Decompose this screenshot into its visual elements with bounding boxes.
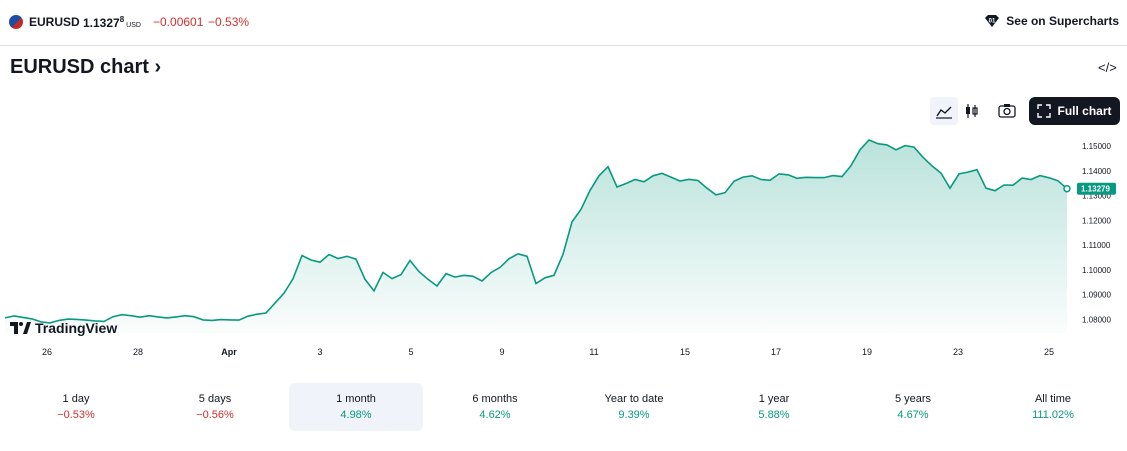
period-label: 1 month — [336, 393, 376, 405]
x-tick-label: 17 — [771, 347, 781, 357]
symbol-header: EURUSD 1.13278USD −0.00601 −0.53% 01 See… — [0, 0, 1127, 46]
period-label: 6 months — [472, 393, 518, 405]
period-tab[interactable]: 6 months 4.62% — [428, 383, 562, 431]
x-tick-label: Apr — [221, 347, 237, 357]
period-label: All time — [1034, 393, 1072, 405]
period-change: −0.53% — [57, 409, 95, 421]
price-main: 1.1327 — [83, 16, 120, 30]
period-tab[interactable]: 5 days −0.56% — [148, 383, 282, 431]
y-tick-label: 1.15000 — [1082, 142, 1111, 151]
period-label: 1 year — [758, 393, 790, 405]
period-change: 4.98% — [340, 409, 372, 421]
last-price-badge-label: 1.13279 — [1081, 185, 1110, 194]
period-tab[interactable]: All time 111.02% — [986, 383, 1120, 431]
period-label: Year to date — [604, 393, 664, 405]
x-tick-label: 28 — [133, 347, 143, 357]
price-change: −0.00601 — [153, 15, 204, 29]
x-tick-label: 11 — [589, 347, 598, 357]
price-chart[interactable]: 1.15000 1.14000 1.13000 1.12000 1.11000 1.100… — [0, 130, 1127, 365]
page-title[interactable]: EURUSD chart › — [10, 56, 161, 79]
price-currency: USD — [126, 22, 141, 29]
supercharts-label: See on Supercharts — [1006, 14, 1119, 28]
x-tick-label: 19 — [862, 347, 872, 357]
full-chart-button[interactable]: Full chart — [1029, 97, 1120, 125]
y-tick-label: 1.12000 — [1082, 216, 1111, 225]
title-chevron-icon: › — [154, 56, 162, 78]
see-on-supercharts-link[interactable]: 01 See on Supercharts — [984, 14, 1119, 28]
period-label: 1 day — [62, 393, 90, 405]
tradingview-logo-text: TradingView — [35, 320, 118, 336]
tradingview-logo: TradingView — [10, 320, 117, 336]
full-chart-label: Full chart — [1057, 104, 1112, 118]
snapshot-button[interactable] — [994, 97, 1020, 125]
period-tab[interactable]: 1 month 4.98% — [289, 383, 423, 431]
camera-icon — [998, 104, 1016, 118]
price-line — [4, 139, 1068, 324]
x-tick-label: 9 — [499, 347, 504, 357]
symbol-name[interactable]: EURUSD — [29, 15, 80, 29]
tradingview-logo-icon — [10, 322, 31, 334]
candles-button[interactable] — [960, 97, 982, 125]
performance-periods: 1 day −0.53% 5 days −0.56% 1 month 4.98% 6 mon… — [0, 380, 1127, 435]
y-tick-label: 1.08000 — [1082, 315, 1111, 324]
area-chart-button[interactable] — [930, 97, 958, 125]
price-change-percent: −0.53% — [208, 15, 250, 29]
y-tick-label: 1.13000 — [1082, 192, 1111, 201]
y-tick-label: 1.10000 — [1082, 266, 1111, 275]
period-change: 4.67% — [897, 409, 929, 421]
period-change: 5.88% — [758, 409, 790, 421]
period-tab[interactable]: Year to date 9.39% — [567, 383, 701, 431]
svg-text:01: 01 — [989, 19, 996, 25]
candlestick-icon — [966, 104, 978, 118]
y-tick-label: 1.09000 — [1082, 291, 1111, 300]
x-tick-label: 25 — [1044, 347, 1054, 357]
supercharts-gem-icon: 01 — [985, 15, 1000, 27]
price-sup: 8 — [119, 15, 125, 24]
last-price: 1.13278USD — [83, 15, 141, 30]
currency-flag-icon — [9, 15, 23, 29]
period-change: 9.39% — [618, 409, 650, 421]
y-tick-label: 1.14000 — [1082, 167, 1111, 176]
x-tick-label: 15 — [680, 347, 690, 357]
last-price-point — [1063, 184, 1071, 193]
period-label: 5 days — [198, 393, 232, 405]
fullscreen-icon — [1037, 104, 1052, 118]
embed-code-icon[interactable]: </> — [1098, 60, 1117, 75]
y-tick-label: 1.11000 — [1082, 241, 1111, 250]
x-tick-label: 26 — [42, 347, 52, 357]
x-tick-label: 5 — [408, 347, 413, 357]
x-tick-label: 23 — [953, 347, 963, 357]
x-tick-label: 3 — [317, 347, 322, 357]
last-price-badge — [1077, 182, 1116, 195]
price-area-fill — [5, 140, 1067, 333]
title-text: EURUSD chart — [10, 56, 149, 78]
period-tab[interactable]: 1 day −0.53% — [9, 383, 143, 431]
period-tab[interactable]: 1 year 5.88% — [707, 383, 841, 431]
period-change: −0.56% — [196, 409, 234, 421]
area-chart-icon — [936, 106, 952, 119]
period-label: 5 years — [894, 393, 932, 405]
period-change: 4.62% — [479, 409, 511, 421]
period-change: 111.02% — [1032, 409, 1074, 421]
period-tab[interactable]: 5 years 4.67% — [846, 383, 980, 431]
